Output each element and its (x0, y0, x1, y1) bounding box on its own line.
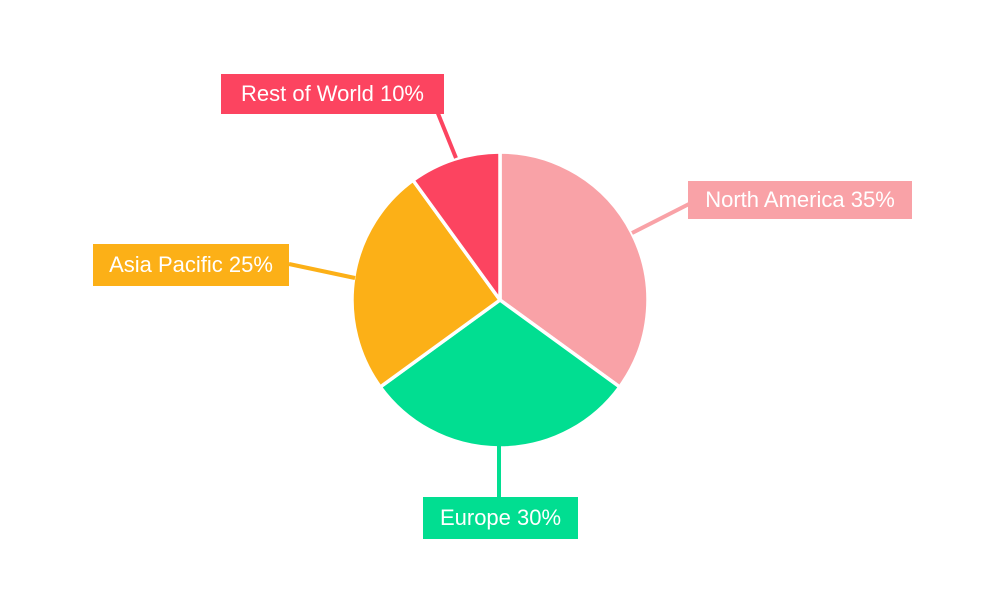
callout-rest-of-world: Rest of World 10% (221, 74, 444, 114)
callout-label-europe: Europe 30% (439, 505, 562, 530)
callout-label-rest-of-world: Rest of World 10% (240, 81, 424, 106)
callout-label-north-america: North America 35% (705, 187, 895, 212)
leader-line-rest-of-world (435, 110, 458, 159)
pie-slices (350, 150, 650, 450)
pie-slice-north-america (498, 150, 650, 389)
callout-label-asia-pacific: Asia Pacific 25% (109, 252, 273, 277)
leader-line-asia-pacific (288, 262, 356, 280)
callout-europe: Europe 30% (423, 497, 578, 539)
leader-line-north-america (631, 202, 690, 235)
callout-north-america: North America 35% (688, 181, 912, 219)
pie-slice-rest-of-world (411, 150, 502, 302)
callout-asia-pacific: Asia Pacific 25% (93, 244, 289, 286)
callout-leader-lines (288, 110, 690, 498)
